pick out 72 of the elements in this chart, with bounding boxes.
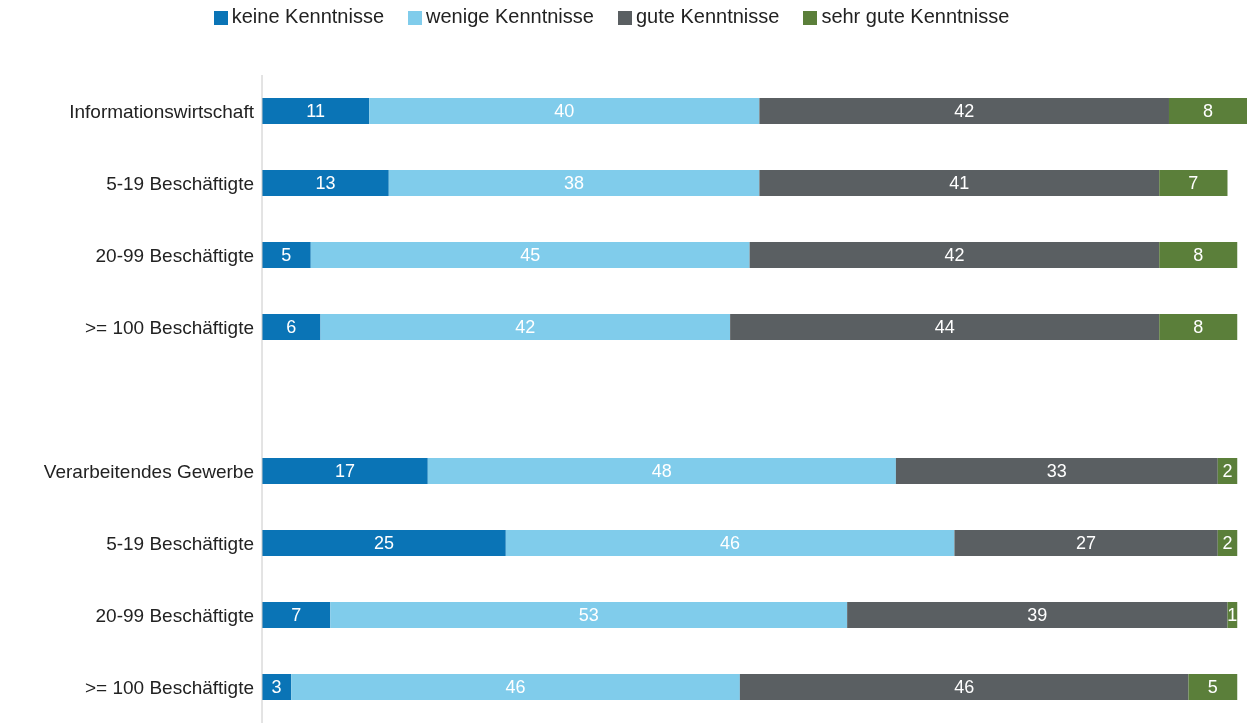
legend-label: gute Kenntnisse (635, 5, 780, 27)
bar (310, 242, 750, 268)
data-label: 44 (934, 317, 955, 338)
bar (291, 674, 740, 700)
data-label: 42 (954, 101, 975, 122)
legend-label: sehr gute Kenntnisse (821, 5, 1010, 27)
bar (759, 98, 1169, 124)
bar (369, 98, 760, 124)
bar (262, 530, 506, 556)
bar (1159, 170, 1228, 196)
bar (1159, 242, 1238, 268)
bar (262, 98, 370, 124)
bar (759, 170, 1160, 196)
y-tick-label: 20-99 Beschäftigte (95, 244, 254, 266)
data-label: 42 (515, 317, 536, 338)
data-label: 7 (1188, 173, 1199, 194)
data-label: 2 (1222, 533, 1233, 554)
data-label: 8 (1193, 317, 1204, 338)
bar (262, 602, 331, 628)
bar (262, 170, 389, 196)
bar (427, 458, 896, 484)
data-label: 2 (1222, 461, 1233, 482)
y-tick-label: 5-19 Beschäftigte (106, 532, 254, 554)
data-label: 1 (1227, 605, 1238, 626)
data-label: 38 (564, 173, 585, 194)
bar (505, 530, 955, 556)
bar (388, 170, 760, 196)
data-label: 41 (949, 173, 970, 194)
y-tick-label: 20-99 Beschäftigte (95, 604, 254, 626)
legend-label: keine Kenntnisse (231, 5, 385, 27)
data-label: 42 (944, 245, 965, 266)
bar (739, 674, 1189, 700)
data-label: 53 (578, 605, 599, 626)
data-label: 8 (1202, 101, 1213, 122)
data-label: 8 (1193, 245, 1204, 266)
data-label: 5 (1207, 677, 1218, 698)
y-tick-label: >= 100 Beschäftigte (84, 316, 254, 338)
data-label: 46 (720, 533, 741, 554)
data-label: 3 (271, 677, 282, 698)
y-tick-label: Verarbeitendes Gewerbe (43, 460, 254, 482)
data-label: 33 (1046, 461, 1067, 482)
y-tick-label: 5-19 Beschäftigte (106, 172, 254, 194)
bar (262, 314, 321, 340)
bar (1159, 314, 1238, 340)
bar (1168, 98, 1247, 124)
data-label: 39 (1027, 605, 1048, 626)
y-tick-label: Informationswirtschaft (69, 100, 255, 122)
data-label: 48 (651, 461, 672, 482)
bar (895, 458, 1218, 484)
data-label: 6 (286, 317, 297, 338)
data-label: 17 (334, 461, 355, 482)
data-label: 45 (520, 245, 541, 266)
bar (847, 602, 1228, 628)
bar (262, 242, 311, 268)
bar (262, 458, 428, 484)
bar (749, 242, 1160, 268)
bar (730, 314, 1160, 340)
bar (320, 314, 731, 340)
data-label: 40 (554, 101, 575, 122)
data-label: 46 (505, 677, 526, 698)
data-label: 5 (281, 245, 292, 266)
data-label: 27 (1076, 533, 1097, 554)
data-label: 13 (315, 173, 336, 194)
data-label: 11 (306, 101, 325, 122)
y-tick-label: >= 100 Beschäftigte (84, 676, 254, 698)
data-label: 25 (373, 533, 394, 554)
data-label: 7 (291, 605, 302, 626)
bar (954, 530, 1218, 556)
data-label: 46 (954, 677, 975, 698)
bar (1188, 674, 1238, 700)
bar (330, 602, 848, 628)
legend-label: wenige Kenntnisse (426, 5, 594, 27)
